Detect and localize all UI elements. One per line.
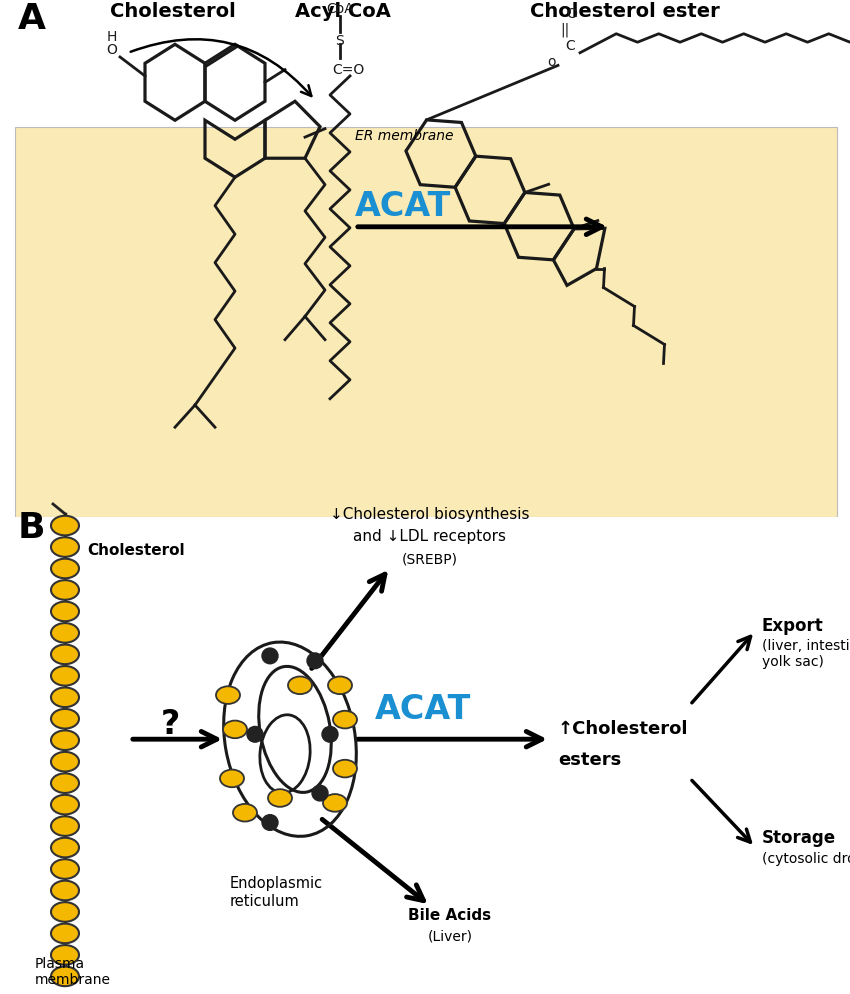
Text: ER membrane: ER membrane: [355, 128, 454, 143]
Ellipse shape: [216, 686, 240, 704]
Text: Plasma
membrane: Plasma membrane: [35, 957, 111, 987]
Text: Cholesterol: Cholesterol: [87, 543, 184, 559]
Ellipse shape: [328, 677, 352, 694]
Circle shape: [247, 727, 263, 743]
Text: ACAT: ACAT: [355, 190, 451, 223]
Ellipse shape: [51, 795, 79, 814]
Ellipse shape: [51, 859, 79, 879]
Ellipse shape: [288, 677, 312, 694]
Text: ||: ||: [560, 23, 570, 37]
Ellipse shape: [51, 945, 79, 965]
Ellipse shape: [51, 559, 79, 579]
Ellipse shape: [51, 816, 79, 836]
Text: B: B: [18, 511, 46, 545]
Ellipse shape: [51, 688, 79, 707]
Ellipse shape: [323, 794, 347, 812]
Text: Storage: Storage: [762, 829, 836, 847]
Text: ↑Cholesterol: ↑Cholesterol: [558, 720, 688, 738]
Ellipse shape: [51, 881, 79, 901]
Text: S: S: [336, 34, 344, 48]
Ellipse shape: [51, 601, 79, 621]
Text: (Liver): (Liver): [428, 929, 473, 943]
Text: CoA: CoA: [326, 2, 354, 16]
Ellipse shape: [51, 516, 79, 536]
Text: (SREBP): (SREBP): [402, 552, 458, 566]
Ellipse shape: [223, 721, 247, 739]
Text: H: H: [107, 30, 117, 45]
Text: Cholesterol: Cholesterol: [110, 2, 235, 21]
Text: o: o: [547, 55, 556, 69]
Ellipse shape: [51, 709, 79, 729]
Text: Endoplasmic
reticulum: Endoplasmic reticulum: [230, 877, 323, 909]
Bar: [15, 126, 837, 517]
Ellipse shape: [51, 923, 79, 943]
FancyArrowPatch shape: [131, 39, 311, 96]
Ellipse shape: [333, 759, 357, 777]
Ellipse shape: [51, 623, 79, 643]
Text: ?: ?: [161, 708, 179, 741]
Ellipse shape: [220, 769, 244, 787]
Text: esters: esters: [558, 750, 621, 769]
Text: Bile Acids: Bile Acids: [409, 908, 491, 922]
Ellipse shape: [51, 751, 79, 771]
Circle shape: [322, 727, 338, 743]
Text: O: O: [106, 43, 117, 57]
Ellipse shape: [51, 966, 79, 986]
Text: O: O: [567, 7, 577, 21]
Ellipse shape: [51, 580, 79, 599]
Ellipse shape: [51, 666, 79, 686]
Text: Cholesterol ester: Cholesterol ester: [530, 2, 720, 21]
Text: Export: Export: [762, 616, 824, 635]
Circle shape: [262, 648, 278, 664]
Ellipse shape: [51, 644, 79, 664]
Text: C: C: [565, 39, 575, 53]
Ellipse shape: [333, 711, 357, 729]
Ellipse shape: [51, 773, 79, 793]
Circle shape: [312, 785, 328, 801]
Text: Acyl CoA: Acyl CoA: [295, 2, 391, 21]
Text: ACAT: ACAT: [375, 693, 471, 727]
Ellipse shape: [51, 537, 79, 557]
Text: (cytosolic droplets): (cytosolic droplets): [762, 852, 850, 866]
Ellipse shape: [51, 838, 79, 858]
Text: and ↓LDL receptors: and ↓LDL receptors: [354, 530, 507, 545]
Text: (liver, intestine,
yolk sac): (liver, intestine, yolk sac): [762, 639, 850, 669]
Text: ↓Cholesterol biosynthesis: ↓Cholesterol biosynthesis: [331, 507, 530, 522]
Ellipse shape: [233, 804, 257, 821]
Ellipse shape: [51, 731, 79, 750]
Ellipse shape: [268, 789, 292, 807]
Circle shape: [262, 815, 278, 830]
Ellipse shape: [51, 903, 79, 921]
Text: A: A: [18, 2, 46, 36]
Text: C=O: C=O: [332, 64, 365, 78]
Circle shape: [307, 653, 323, 669]
